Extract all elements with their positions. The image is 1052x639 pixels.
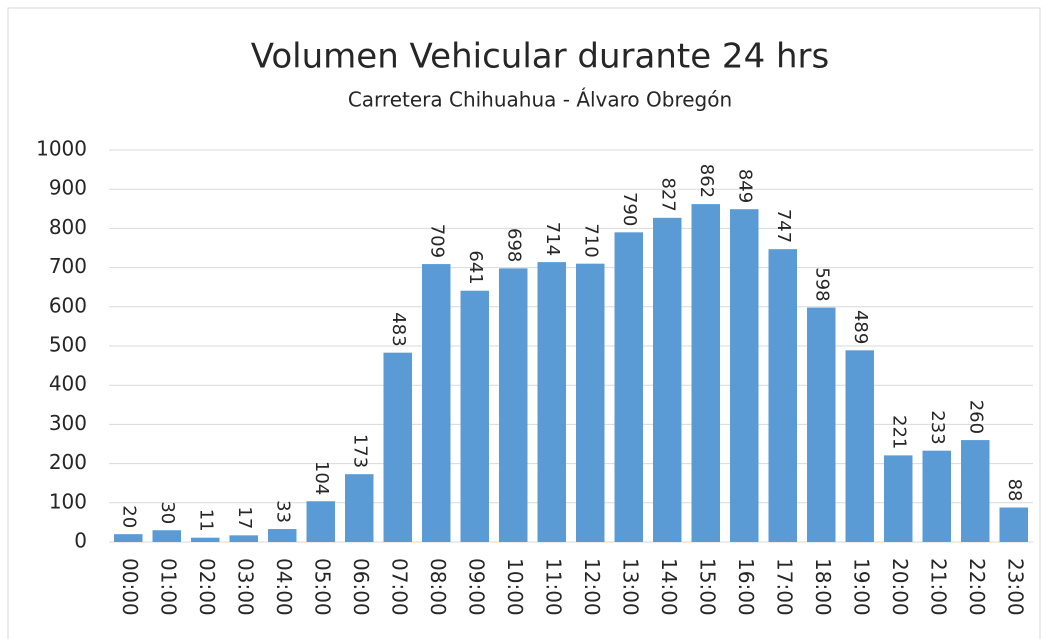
bar xyxy=(961,440,990,542)
value-label: 88 xyxy=(1004,479,1025,502)
bar xyxy=(768,249,797,542)
value-label: 260 xyxy=(965,400,986,434)
value-label: 489 xyxy=(850,310,871,344)
bar xyxy=(114,534,143,542)
bar xyxy=(999,507,1028,542)
value-label: 790 xyxy=(619,192,640,226)
value-label: 221 xyxy=(888,415,909,449)
bar xyxy=(345,474,374,542)
bar xyxy=(922,450,951,542)
value-label: 233 xyxy=(927,410,948,444)
y-tick-label: 400 xyxy=(49,372,87,396)
bar xyxy=(306,501,335,542)
bar xyxy=(845,350,874,542)
y-tick-label: 300 xyxy=(49,411,87,435)
x-tick-label: 08:00 xyxy=(426,558,450,616)
x-tick-label: 05:00 xyxy=(310,558,334,616)
value-label: 862 xyxy=(696,164,717,198)
x-tick-label: 20:00 xyxy=(888,558,912,616)
value-label: 714 xyxy=(542,222,563,256)
x-tick-label: 10:00 xyxy=(503,558,527,616)
y-tick-label: 500 xyxy=(49,333,87,357)
value-label: 33 xyxy=(272,500,293,523)
y-tick-label: 100 xyxy=(49,489,87,513)
x-tick-label: 12:00 xyxy=(580,558,604,616)
bar xyxy=(422,264,451,542)
bar xyxy=(229,535,258,542)
chart-title: Volumen Vehicular durante 24 hrs xyxy=(251,37,830,77)
value-label: 709 xyxy=(426,224,447,258)
x-tick-label: 00:00 xyxy=(118,558,142,616)
value-label: 20 xyxy=(118,505,139,528)
chart-frame xyxy=(7,7,1041,639)
bar xyxy=(460,290,489,542)
value-label: 598 xyxy=(811,267,832,301)
x-tick-label: 01:00 xyxy=(156,558,180,616)
x-tick-label: 15:00 xyxy=(695,558,719,616)
bar xyxy=(152,530,181,542)
value-label: 11 xyxy=(195,509,216,532)
value-label: 173 xyxy=(349,434,370,468)
bar xyxy=(730,209,759,542)
x-tick-label: 02:00 xyxy=(195,558,219,616)
y-tick-label: 0 xyxy=(74,529,87,553)
bar xyxy=(268,529,297,542)
value-label: 30 xyxy=(157,501,178,524)
x-tick-label: 16:00 xyxy=(734,558,758,616)
bar xyxy=(576,263,605,542)
bar xyxy=(807,307,836,542)
x-tick-label: 14:00 xyxy=(657,558,681,616)
value-label: 17 xyxy=(234,506,255,529)
x-tick-label: 18:00 xyxy=(811,558,835,616)
bar xyxy=(499,268,528,542)
y-tick-label: 800 xyxy=(49,215,87,239)
x-tick-label: 06:00 xyxy=(349,558,373,616)
y-tick-label: 600 xyxy=(49,293,87,317)
x-tick-label: 11:00 xyxy=(541,558,565,616)
value-label: 747 xyxy=(773,209,794,243)
x-tick-label: 04:00 xyxy=(272,558,296,616)
x-tick-label: 19:00 xyxy=(849,558,873,616)
y-tick-label: 700 xyxy=(49,254,87,278)
bar xyxy=(691,204,720,542)
y-tick-label: 200 xyxy=(49,450,87,474)
x-tick-label: 17:00 xyxy=(772,558,796,616)
x-tick-label: 21:00 xyxy=(926,558,950,616)
y-tick-label: 900 xyxy=(49,176,87,200)
x-tick-label: 13:00 xyxy=(618,558,642,616)
value-label: 483 xyxy=(388,312,409,346)
bar xyxy=(383,352,412,542)
y-tick-label: 1000 xyxy=(36,137,87,161)
x-tick-label: 23:00 xyxy=(1003,558,1027,616)
bar xyxy=(191,537,220,542)
bar xyxy=(884,455,913,542)
x-tick-label: 07:00 xyxy=(387,558,411,616)
bar xyxy=(653,217,682,543)
bar xyxy=(537,262,566,542)
value-label: 710 xyxy=(580,223,601,257)
value-label: 827 xyxy=(657,177,678,211)
chart-subtitle: Carretera Chihuahua - Álvaro Obregón xyxy=(348,88,732,112)
value-label: 849 xyxy=(734,169,755,203)
value-label: 698 xyxy=(503,228,524,262)
x-tick-label: 22:00 xyxy=(965,558,989,616)
x-tick-label: 03:00 xyxy=(233,558,257,616)
value-label: 104 xyxy=(311,461,332,495)
x-tick-label: 09:00 xyxy=(464,558,488,616)
value-label: 641 xyxy=(465,250,486,284)
bar xyxy=(614,232,643,542)
